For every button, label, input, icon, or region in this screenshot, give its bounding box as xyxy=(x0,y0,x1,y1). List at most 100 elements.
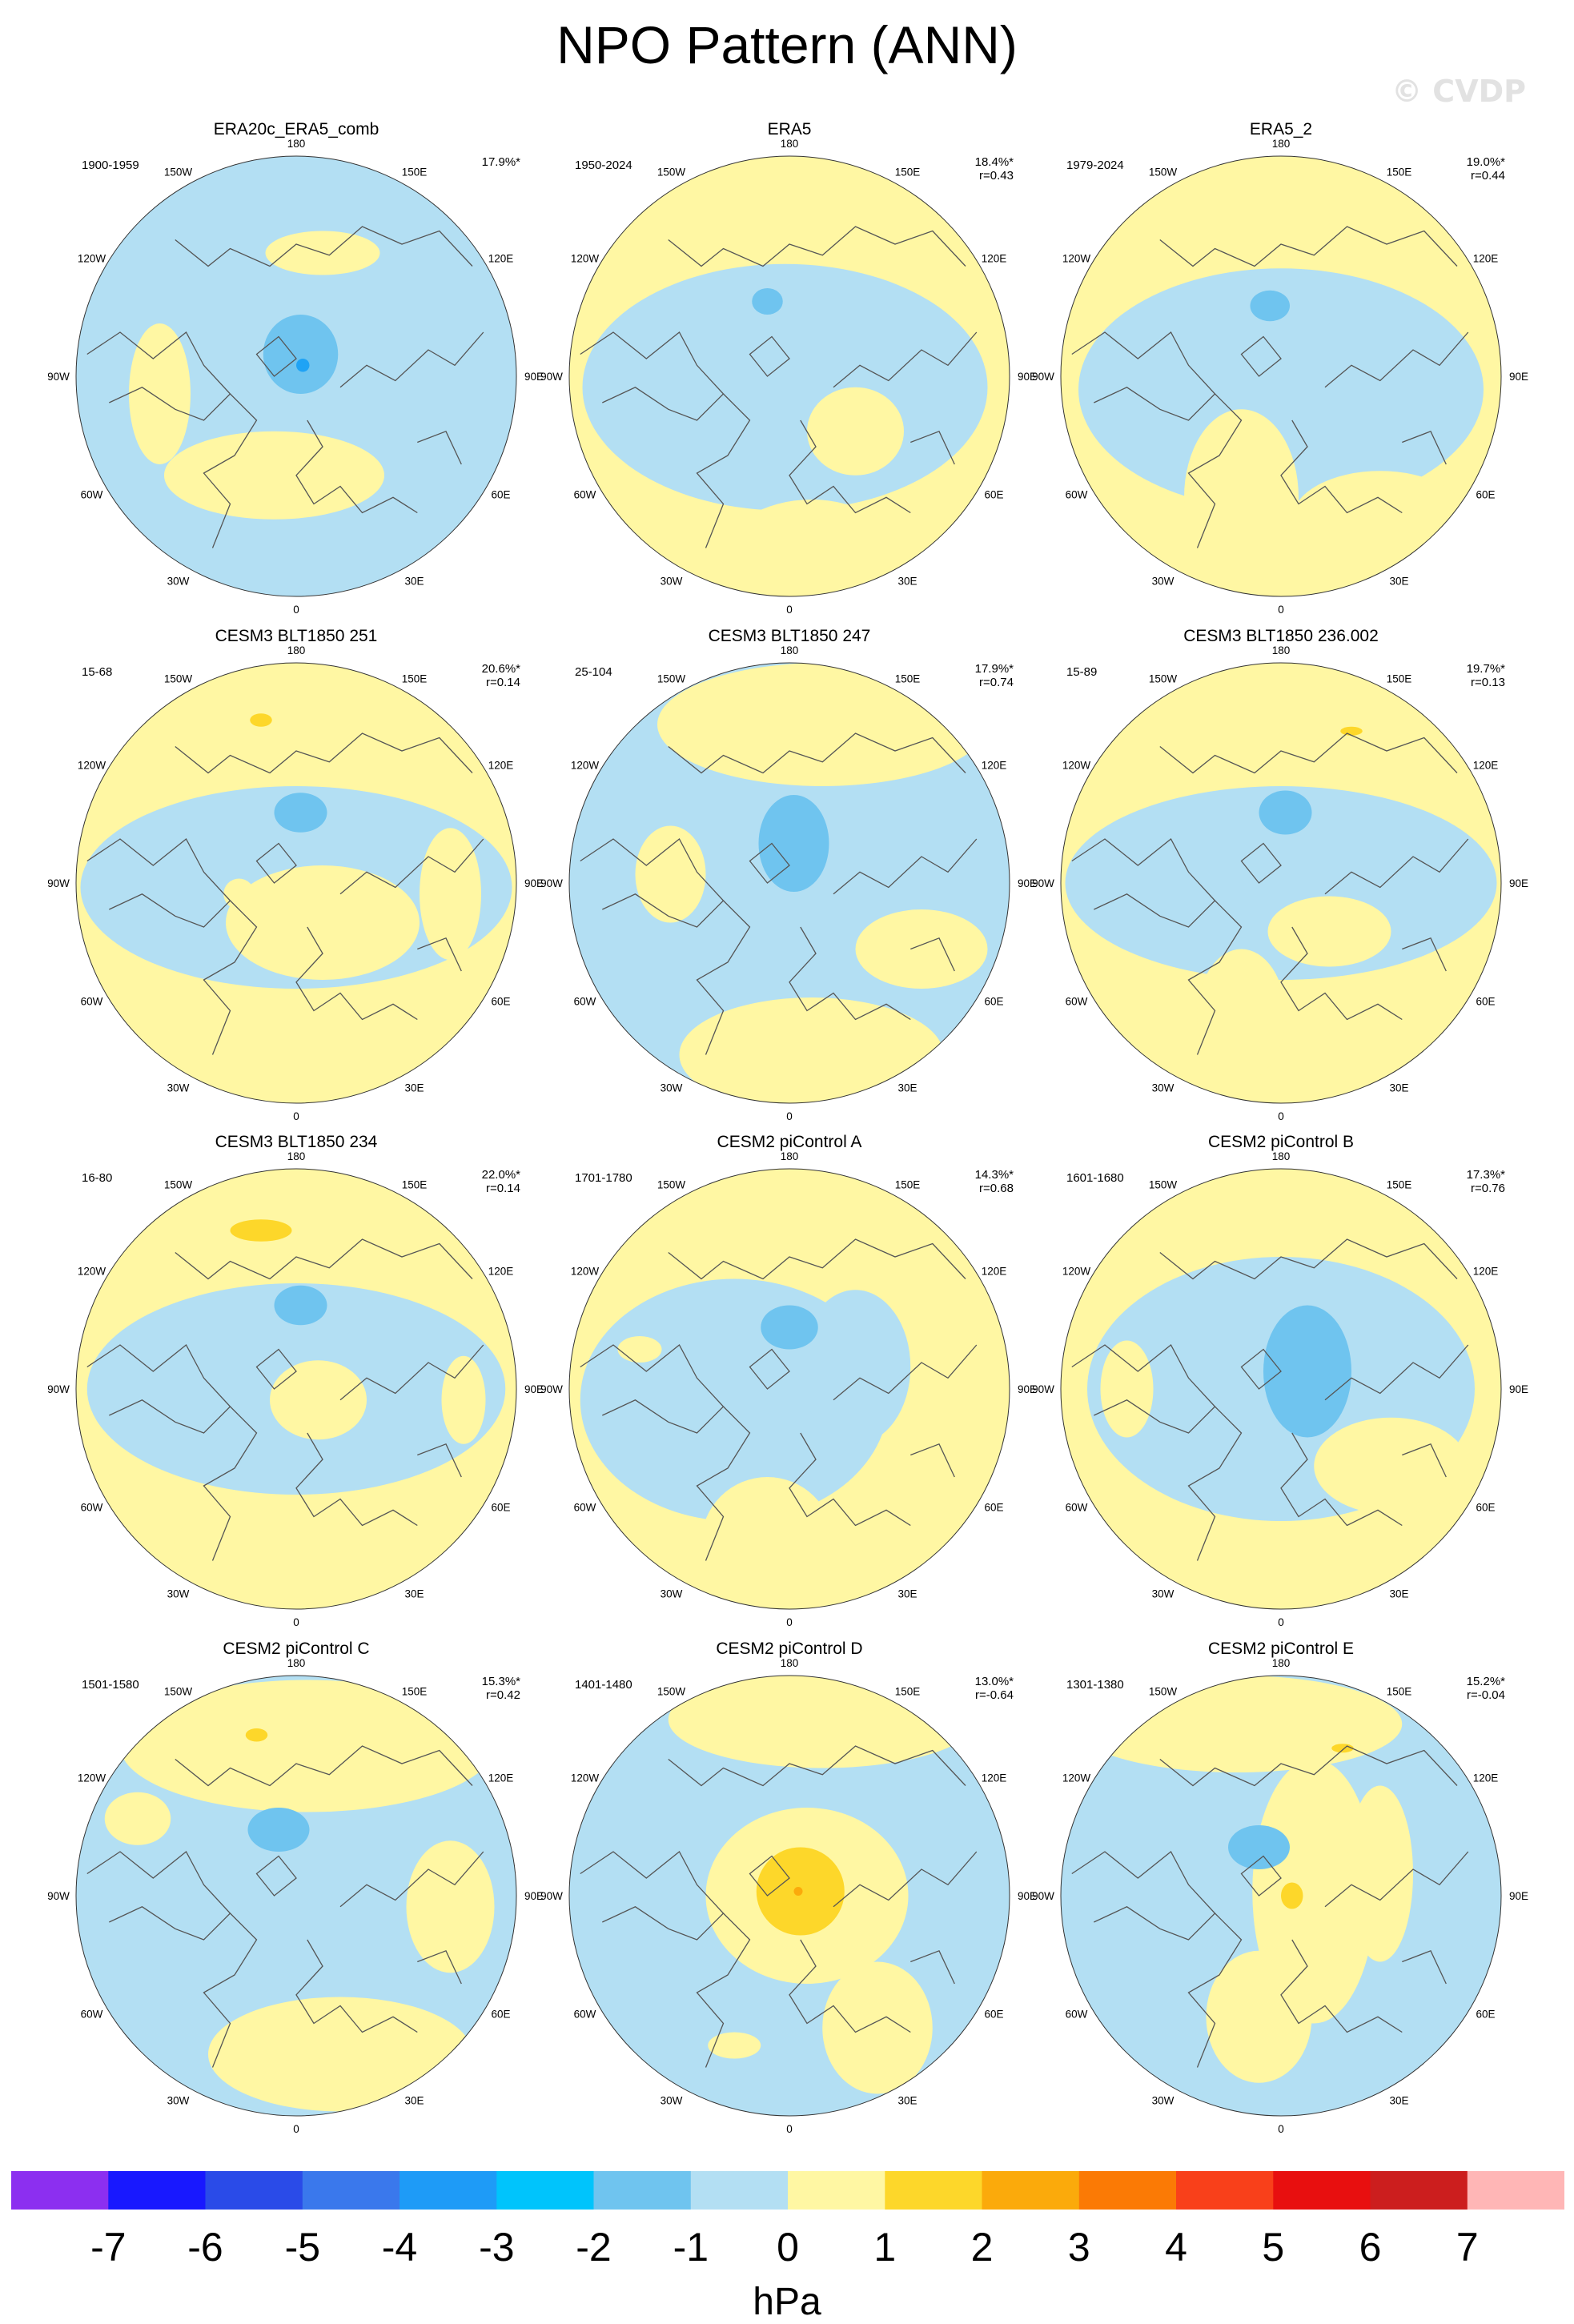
longitude-label: 120W xyxy=(1062,1772,1091,1784)
coastline xyxy=(1280,926,1403,1021)
longitude-label: 180 xyxy=(781,1150,799,1162)
longitude-label: 60E xyxy=(984,996,1003,1008)
longitude-label: 120E xyxy=(488,253,514,265)
anomaly-contour xyxy=(129,323,191,464)
longitude-label: 30E xyxy=(404,2095,424,2107)
coastline xyxy=(1071,331,1216,421)
anomaly-contour xyxy=(657,663,988,786)
longitude-label: 30E xyxy=(1389,1588,1408,1600)
variance-explained: 17.3%* xyxy=(1466,1168,1505,1182)
longitude-label: 120W xyxy=(1062,1266,1091,1278)
coastline xyxy=(417,430,462,465)
longitude-label: 0 xyxy=(786,1110,793,1122)
longitude-label: 30W xyxy=(661,576,683,588)
longitude-label: 0 xyxy=(293,2123,299,2135)
map-boundary xyxy=(1060,1675,1502,2117)
colorbar-segment xyxy=(690,2171,789,2210)
anomaly-contour xyxy=(274,1285,327,1326)
longitude-label: 180 xyxy=(781,644,799,656)
coastline xyxy=(833,1851,978,1908)
longitude-label: 0 xyxy=(293,1110,299,1122)
anomaly-contour xyxy=(247,1808,310,1852)
panel-title: CESM3 BLT1850 236.002 xyxy=(1183,627,1379,645)
longitude-label: 30W xyxy=(1152,1082,1174,1094)
coastline xyxy=(789,926,911,1021)
coastline xyxy=(668,1238,966,1280)
pattern-correlation: r=0.42 xyxy=(486,1688,520,1702)
longitude-label: 90W xyxy=(1033,1890,1054,1902)
anomaly-contour xyxy=(761,1305,818,1350)
colorbar-segment xyxy=(108,2171,207,2210)
longitude-label: 120W xyxy=(78,1266,106,1278)
colorbar-segment xyxy=(496,2171,595,2210)
colorbar-tick-label: 6 xyxy=(1359,2225,1382,2270)
panel-stats: 15.3%* r=0.42 xyxy=(482,1675,520,1702)
longitude-label: 30W xyxy=(167,2095,190,2107)
coastline xyxy=(696,900,751,1055)
longitude-label: 150W xyxy=(164,1179,193,1191)
longitude-label: 90E xyxy=(1018,371,1037,383)
longitude-label: 90E xyxy=(1018,1890,1037,1902)
variance-explained: 18.4%* xyxy=(974,155,1014,169)
coastline xyxy=(175,1745,473,1787)
colorbar-segment xyxy=(593,2171,692,2210)
longitude-label: 30E xyxy=(897,1588,917,1600)
colorbar-segment xyxy=(1467,2171,1564,2210)
coastline xyxy=(203,1406,258,1561)
anomaly-contour xyxy=(1071,1676,1403,1772)
watermark: © CVDP xyxy=(1391,74,1526,109)
pattern-correlation: r=0.14 xyxy=(486,1182,520,1195)
longitude-label: 30E xyxy=(1389,1082,1408,1094)
longitude-label: 120W xyxy=(1062,253,1091,265)
anomaly-contour xyxy=(758,795,829,892)
panel-stats: 13.0%* r=-0.64 xyxy=(975,1675,1014,1702)
panel-stats: 20.6%* r=0.14 xyxy=(482,662,520,689)
map-panel: CESM2 piControl E 1301-1380 15.2%* r=-0.04 1… xyxy=(1033,1640,1529,2152)
longitude-label: 60E xyxy=(491,2009,510,2021)
coastline xyxy=(86,1851,231,1941)
longitude-label: 120E xyxy=(488,760,514,772)
colorbar-segment xyxy=(1176,2171,1274,2210)
longitude-label: 150E xyxy=(895,673,921,685)
coastline xyxy=(833,838,978,895)
coastline xyxy=(1187,393,1243,548)
anomaly-contour xyxy=(223,878,255,909)
coastline xyxy=(1280,1432,1403,1527)
pattern-correlation: r=0.13 xyxy=(1471,676,1505,689)
anomaly-contour xyxy=(441,1355,486,1444)
longitude-label: 120W xyxy=(571,253,600,265)
anomaly-contour xyxy=(1340,726,1363,736)
longitude-label: 60E xyxy=(491,1502,510,1514)
longitude-label: 30W xyxy=(1152,2095,1174,2107)
map-panel: CESM3 BLT1850 236.002 15-89 19.7%* r=0.13 18… xyxy=(1033,627,1529,1139)
anomaly-contour xyxy=(175,1495,440,1591)
panel-period: 1900-1959 xyxy=(82,159,139,172)
longitude-label: 60W xyxy=(81,996,103,1008)
colorbar-tick-label: 7 xyxy=(1456,2225,1479,2270)
coastline xyxy=(1240,1348,1282,1390)
coastline xyxy=(295,926,418,1021)
longitude-label: 120E xyxy=(488,1772,514,1784)
panel-period: 1979-2024 xyxy=(1066,159,1124,172)
longitude-label: 180 xyxy=(287,644,306,656)
pattern-correlation: r=0.76 xyxy=(1471,1182,1505,1195)
anomaly-contour xyxy=(1291,471,1468,568)
panel-stats: 17.9%* xyxy=(482,155,520,169)
longitude-label: 90W xyxy=(48,877,70,889)
coastline xyxy=(86,838,231,928)
anomaly-contour xyxy=(226,865,420,980)
coastline xyxy=(668,226,966,267)
longitude-label: 150E xyxy=(402,167,428,179)
coastline xyxy=(1159,1745,1458,1787)
longitude-label: 60W xyxy=(1066,1502,1088,1514)
longitude-label: 90E xyxy=(1509,371,1528,383)
longitude-label: 150W xyxy=(164,673,193,685)
longitude-label: 120E xyxy=(1473,1266,1499,1278)
longitude-label: 90W xyxy=(48,1890,70,1902)
anomaly-contour xyxy=(245,1728,268,1742)
map-boundary xyxy=(1060,1168,1502,1610)
longitude-label: 60E xyxy=(1476,996,1495,1008)
coastline xyxy=(1159,1238,1458,1280)
polar-map: 180 150E 120E 90E 60E 30E 0 30W 60W 90W 120W 150W xyxy=(1033,138,1528,616)
longitude-label: 90E xyxy=(1018,877,1037,889)
